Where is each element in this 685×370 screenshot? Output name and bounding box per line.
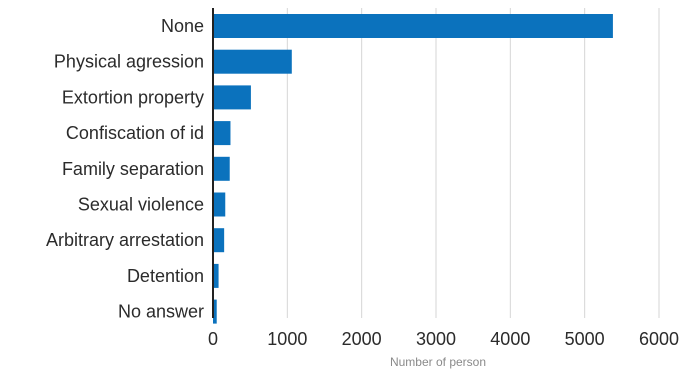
x-tick-label: 3000	[416, 329, 456, 349]
bars	[213, 14, 613, 324]
bar-sexual-violence	[213, 192, 226, 217]
x-tick-label: 0	[208, 329, 218, 349]
category-label: Physical agression	[54, 52, 204, 72]
category-label: Extortion property	[62, 87, 204, 107]
category-label: Arbitrary arrestation	[46, 230, 204, 250]
x-tick-labels: 0 1000 2000 3000 4000 5000 6000	[208, 329, 679, 349]
category-label: Detention	[127, 266, 204, 286]
bar-extortion-property	[213, 85, 251, 110]
category-labels: None Physical agression Extortion property…	[46, 16, 204, 322]
category-label: Sexual violence	[78, 195, 204, 215]
category-label: Family separation	[62, 159, 204, 179]
bar-family-separation	[213, 156, 230, 181]
bar-none	[213, 14, 613, 38]
bar-detention	[213, 263, 219, 288]
x-tick-label: 4000	[490, 329, 530, 349]
bar-arbitrary-arrestation	[213, 228, 225, 253]
x-tick-label: 5000	[565, 329, 605, 349]
category-label: None	[161, 16, 204, 36]
x-tick-label: 1000	[267, 329, 307, 349]
category-label: Confiscation of id	[66, 123, 204, 143]
bar-confiscation-of-id	[213, 121, 231, 146]
bar-no-answer	[213, 299, 217, 324]
x-tick-label: 6000	[639, 329, 679, 349]
bar-physical-agression	[213, 49, 292, 74]
x-tick-label: 2000	[342, 329, 382, 349]
x-axis-title: Number of person	[390, 355, 486, 369]
gridlines	[286, 8, 660, 318]
category-label: No answer	[118, 302, 204, 322]
